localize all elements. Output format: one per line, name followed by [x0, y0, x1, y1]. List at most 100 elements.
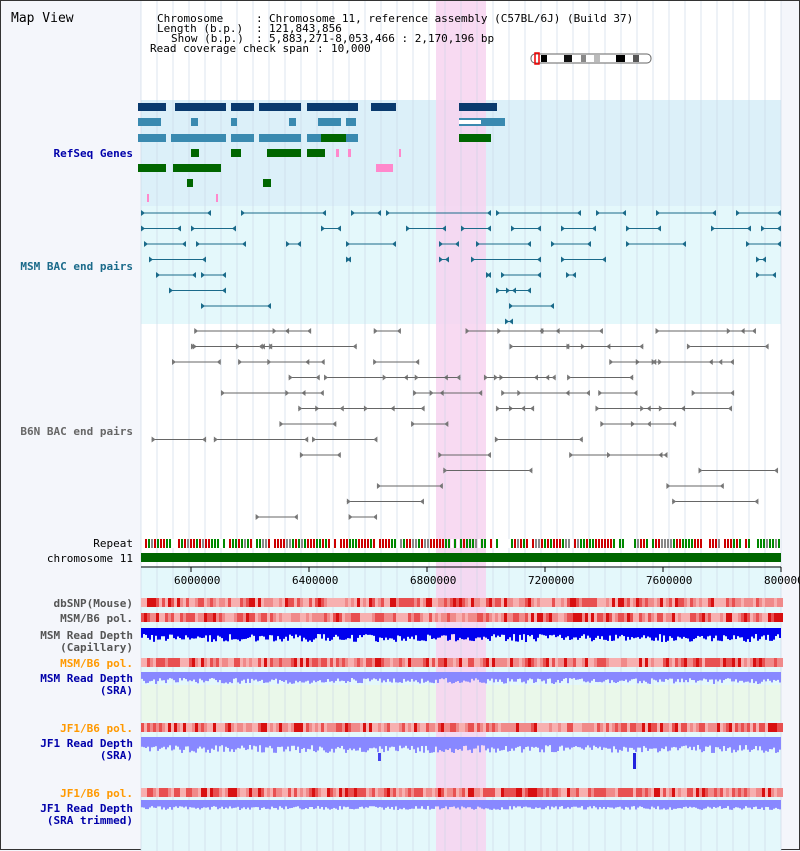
- bac-end-marker: [169, 287, 173, 294]
- heat-cell: [168, 658, 171, 667]
- track-label-jf1-b6-pol-2[interactable]: JF1/B6 pol.: [60, 787, 133, 800]
- track-label-b6n-bac-end-pairs[interactable]: B6N BAC end pairs: [20, 425, 133, 438]
- track-label-jf1-depth-sra[interactable]: JF1 Read Depth: [40, 737, 133, 750]
- track-label-msm-depth-capillary[interactable]: MSM Read Depth: [40, 629, 133, 642]
- read-depth-bar: [543, 672, 545, 681]
- read-depth-bar: [539, 672, 541, 680]
- heat-cell: [687, 598, 690, 607]
- heat-cell: [414, 658, 417, 667]
- read-depth-bar: [347, 672, 349, 682]
- length-label: Length (b.p.): [157, 22, 244, 35]
- heat-cell: [168, 788, 171, 797]
- read-depth-bar: [313, 672, 315, 681]
- heat-cell: [597, 658, 600, 667]
- read-depth-bar: [283, 628, 285, 639]
- heat-cell: [531, 613, 534, 622]
- read-depth-bar: [165, 628, 167, 641]
- heat-cell: [675, 598, 678, 607]
- heat-cell: [291, 788, 294, 797]
- heat-cell: [141, 658, 144, 667]
- track-label-msm-depth-sra[interactable]: MSM Read Depth: [40, 672, 133, 685]
- read-depth-bar: [585, 737, 587, 748]
- heat-cell: [291, 658, 294, 667]
- heat-cell: [186, 723, 189, 732]
- heat-cell: [543, 723, 546, 732]
- heat-cell: [234, 598, 237, 607]
- read-depth-bar: [427, 672, 429, 681]
- repeat-segment: [307, 539, 309, 548]
- track-label-refseq-genes[interactable]: RefSeq Genes: [53, 147, 133, 160]
- heat-cell: [723, 788, 726, 797]
- read-depth-bar: [721, 737, 723, 752]
- track-label-jf1-b6-pol-1[interactable]: JF1/B6 pol.: [60, 722, 133, 735]
- bac-end-marker: [177, 225, 181, 232]
- track-label-dbsnp[interactable]: dbSNP(Mouse): [53, 597, 133, 610]
- read-depth-bar: [431, 672, 433, 683]
- read-depth-bar: [565, 800, 567, 809]
- heat-cell: [198, 613, 201, 622]
- repeat-segment: [640, 539, 642, 548]
- read-depth-bar: [253, 628, 255, 636]
- heat-cell: [531, 723, 534, 732]
- heat-cell: [675, 613, 678, 622]
- repeat-segment: [526, 539, 528, 548]
- read-depth-bar: [243, 800, 245, 808]
- repeat-segment: [400, 539, 402, 548]
- heat-cell: [627, 788, 630, 797]
- read-depth-bar: [495, 800, 497, 810]
- heat-cell: [225, 598, 228, 607]
- read-depth-bar: [309, 672, 311, 684]
- heat-cell: [753, 613, 756, 622]
- read-depth-bar: [469, 628, 471, 641]
- bac-end-marker: [156, 272, 160, 278]
- heat-cell: [237, 598, 240, 607]
- read-depth-bar: [301, 628, 303, 642]
- heat-cell: [780, 788, 783, 797]
- track-label-jf1-depth-trimmed[interactable]: JF1 Read Depth: [40, 802, 133, 815]
- read-depth-bar: [721, 628, 723, 642]
- heat-cell: [318, 658, 321, 667]
- track-label-msm-b6-pol-1[interactable]: MSM/B6 pol.: [60, 612, 133, 625]
- read-depth-bar: [277, 672, 279, 684]
- heat-cell: [699, 788, 702, 797]
- read-depth-bar: [503, 737, 505, 750]
- read-depth-bar: [609, 737, 611, 749]
- heat-cell: [189, 598, 192, 607]
- heat-cell: [459, 723, 462, 732]
- track-label-msm-b6-pol-2[interactable]: MSM/B6 pol.: [60, 657, 133, 670]
- read-depth-bar: [305, 628, 307, 640]
- read-depth-bar: [667, 672, 669, 680]
- read-depth-bar: [163, 672, 165, 681]
- read-depth-bar: [473, 672, 475, 681]
- heat-cell: [360, 658, 363, 667]
- read-depth-bar: [257, 672, 259, 682]
- heat-cell: [438, 598, 441, 607]
- bac-end-marker: [319, 390, 324, 396]
- repeat-segment: [562, 539, 564, 548]
- bac-end-marker: [141, 210, 145, 216]
- read-depth-bar: [671, 800, 673, 810]
- heat-cell: [180, 598, 183, 607]
- read-depth-bar: [185, 672, 187, 680]
- read-depth-bar: [491, 628, 493, 637]
- heat-cell: [762, 723, 765, 732]
- read-depth-bar: [177, 628, 179, 637]
- track-label-msm-bac-end-pairs[interactable]: MSM BAC end pairs: [20, 260, 133, 273]
- heat-cell: [591, 598, 594, 607]
- read-depth-bar: [731, 737, 733, 753]
- read-depth-bar: [749, 628, 751, 642]
- read-depth-bar: [337, 628, 339, 637]
- read-depth-bar: [159, 672, 161, 679]
- repeat-segment: [490, 539, 492, 548]
- heat-cell: [672, 723, 675, 732]
- heat-cell: [744, 613, 747, 622]
- heat-cell: [354, 788, 357, 797]
- heat-cell: [192, 598, 195, 607]
- read-depth-bar: [699, 672, 701, 681]
- repeat-segment: [406, 539, 408, 548]
- heat-cell: [516, 723, 519, 732]
- read-depth-bar: [689, 800, 691, 807]
- heat-cell: [594, 613, 597, 622]
- heat-cell: [519, 613, 522, 622]
